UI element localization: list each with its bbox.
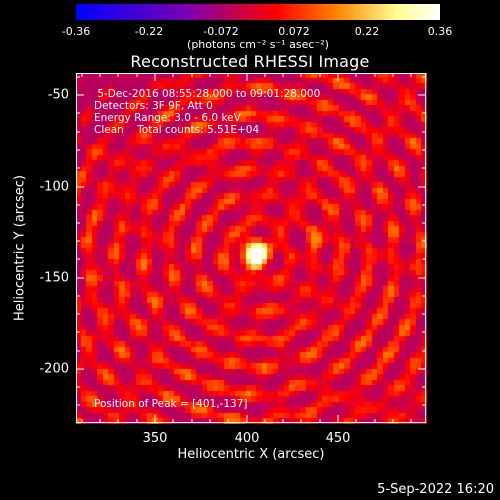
- colorbar-tick-label: -0.22: [134, 25, 164, 38]
- algorithm-counts-annotation: Clean Total counts: 5.51E+04: [94, 124, 260, 136]
- x-tick-label: 350: [142, 431, 168, 446]
- colorbar-units: (photons cm⁻² s⁻¹ asec⁻²): [187, 38, 329, 51]
- rhessi-image: [76, 73, 427, 424]
- x-tick-label: 400: [234, 431, 260, 446]
- y-tick-label: -200: [39, 361, 69, 377]
- y-tick-label: -150: [39, 270, 69, 286]
- plot-title: Reconstructed RHESSI Image: [130, 52, 370, 71]
- plot-timestamp: 5-Sep-2022 16:20: [377, 482, 494, 497]
- peak-position-annotation: Position of Peak = [401,-137]: [94, 398, 248, 410]
- y-tick-label: -50: [47, 87, 69, 103]
- y-axis-label: Heliocentric Y (arcsec): [12, 175, 28, 321]
- colorbar-tick-label: -0.36: [61, 25, 91, 38]
- x-axis-label: Heliocentric X (arcsec): [177, 447, 325, 462]
- x-tick-label: 450: [325, 431, 351, 446]
- plot-frame: [76, 73, 426, 423]
- colorbar-tick-label: -0.072: [203, 25, 239, 38]
- energy-range-annotation: Energy Range: 3.0 - 6.0 keV: [94, 112, 241, 124]
- time-range-annotation: 5-Dec-2016 08:55:28.000 to 09:01:28.000: [94, 88, 321, 100]
- colorbar-tick-label: 0.22: [354, 25, 380, 38]
- detectors-annotation: Detectors: 3F 9F, Att 0: [94, 100, 213, 112]
- colorbar-tick-label: 0.36: [427, 25, 453, 38]
- y-tick-label: -100: [39, 179, 69, 195]
- colorbar-tick-label: 0.072: [278, 25, 310, 38]
- colorbar: [76, 4, 440, 20]
